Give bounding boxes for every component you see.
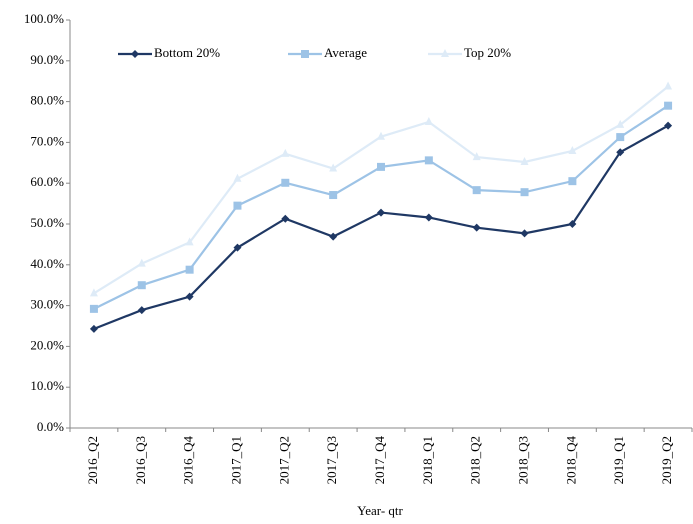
data-point (520, 229, 529, 238)
series-line (93, 124, 669, 330)
data-point (424, 213, 433, 222)
data-point (664, 81, 673, 90)
data-point (568, 145, 577, 154)
data-point (472, 152, 481, 161)
data-point (137, 306, 146, 315)
legend-marker (131, 50, 139, 58)
data-point (472, 186, 481, 195)
data-point (520, 188, 529, 197)
data-point (664, 121, 673, 130)
data-point (89, 304, 98, 313)
data-point (137, 258, 146, 267)
data-point (424, 156, 433, 165)
data-point (424, 117, 433, 125)
y-tick-label: 0.0% (37, 419, 64, 434)
x-tick-label: 2017_Q1 (228, 436, 243, 484)
data-point (329, 163, 338, 172)
y-tick-label: 90.0% (30, 52, 64, 67)
y-tick-label: 100.0% (24, 11, 64, 26)
data-point (329, 191, 338, 200)
data-point (233, 173, 242, 182)
data-point (233, 243, 242, 252)
x-tick-label: 2019_Q2 (659, 436, 674, 484)
y-tick-label: 40.0% (30, 256, 64, 271)
data-point (89, 324, 98, 333)
x-tick-label: 2018_Q2 (468, 436, 483, 484)
y-tick-label: 80.0% (30, 93, 64, 108)
x-tick-label: 2018_Q4 (563, 436, 578, 485)
data-point (377, 208, 385, 217)
data-point (137, 281, 146, 290)
x-tick-label: 2019_Q1 (611, 436, 626, 484)
x-tick-label: 2017_Q3 (324, 436, 339, 484)
data-point (89, 288, 98, 297)
data-point (185, 265, 194, 274)
x-tick-label: 2016_Q3 (133, 436, 148, 484)
data-point (472, 223, 481, 232)
x-axis-label: Year- qtr (357, 503, 403, 518)
y-tick-label: 70.0% (30, 133, 64, 148)
data-point (185, 237, 194, 246)
x-tick-label: 2018_Q3 (516, 436, 531, 484)
legend-marker (441, 49, 449, 57)
data-point (568, 177, 577, 186)
data-point (281, 148, 290, 157)
data-point (377, 162, 385, 171)
series-line (93, 85, 669, 295)
y-tick-label: 50.0% (30, 215, 64, 230)
x-tick-label: 2016_Q2 (85, 436, 100, 484)
x-tick-label: 2016_Q4 (181, 436, 196, 485)
data-point (616, 148, 625, 157)
legend-label: Top 20% (464, 45, 511, 60)
y-tick-label: 10.0% (30, 378, 64, 393)
data-point (616, 133, 625, 142)
x-tick-label: 2018_Q1 (420, 436, 435, 484)
data-point (616, 119, 625, 128)
data-point (185, 292, 194, 301)
legend-label: Bottom 20% (154, 45, 220, 60)
legend-marker (301, 50, 309, 58)
data-point (233, 201, 242, 210)
data-point (281, 214, 290, 223)
y-tick-label: 20.0% (30, 337, 64, 352)
data-point (664, 101, 673, 110)
y-tick-label: 60.0% (30, 174, 64, 189)
x-tick-label: 2017_Q2 (276, 436, 291, 484)
data-point (568, 220, 577, 228)
x-tick-label: 2017_Q4 (372, 436, 387, 485)
data-point (520, 156, 529, 165)
legend-label: Average (324, 45, 367, 60)
data-point (329, 232, 338, 241)
data-point (377, 131, 385, 140)
y-tick-label: 30.0% (30, 297, 64, 312)
data-point (281, 178, 290, 187)
